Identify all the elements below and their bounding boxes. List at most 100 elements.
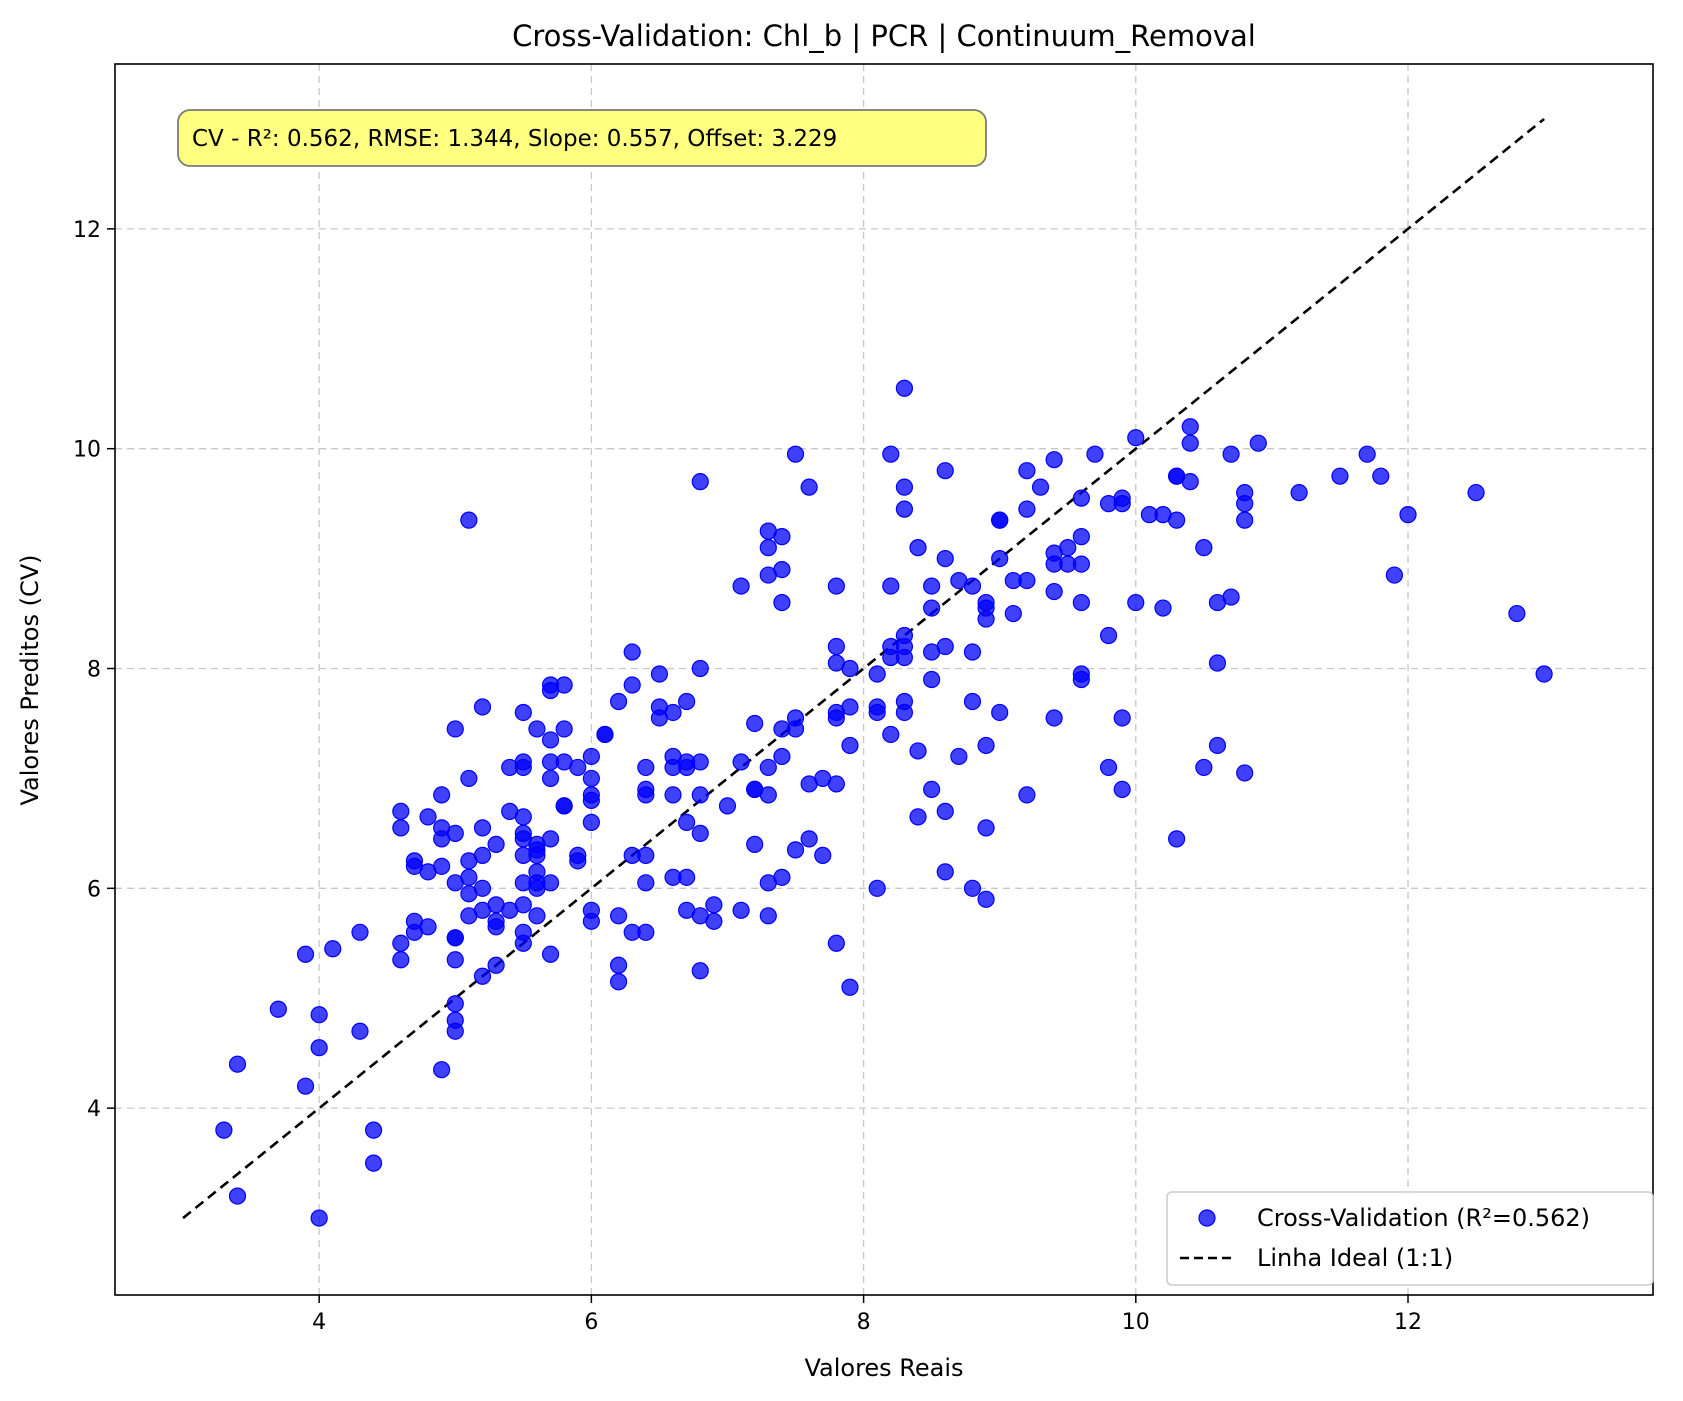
data-point <box>609 692 628 711</box>
data-point <box>895 648 914 667</box>
x-tick-label-6: 6 <box>584 1310 598 1335</box>
data-point <box>392 819 410 837</box>
data-point <box>909 539 927 557</box>
data-point <box>1331 467 1349 485</box>
x-axis-label: Valores Reais <box>804 1354 963 1382</box>
data-points-layer <box>215 379 1553 1227</box>
data-point <box>991 703 1009 722</box>
data-point <box>691 962 709 980</box>
data-point <box>977 736 995 755</box>
data-point <box>827 637 845 656</box>
data-point <box>773 560 791 579</box>
chart-title: Cross-Validation: Chl_b | PCR | Continuu… <box>512 19 1256 53</box>
data-point <box>936 549 954 568</box>
stats-text: CV - R²: 0.562, RMSE: 1.344, Slope: 0.55… <box>192 126 837 152</box>
data-point <box>446 951 464 969</box>
data-point <box>637 874 655 892</box>
data-point <box>991 511 1009 529</box>
data-point <box>868 879 886 897</box>
data-point <box>895 478 914 496</box>
data-point <box>923 577 941 595</box>
data-point <box>1072 670 1090 689</box>
data-point <box>1086 445 1104 463</box>
data-point <box>351 923 369 941</box>
data-point <box>923 780 941 799</box>
data-point <box>1127 593 1145 612</box>
data-point <box>1072 593 1090 612</box>
data-point <box>1222 445 1240 463</box>
y-tick-label-12: 12 <box>73 218 101 243</box>
legend-label-cross-validation: Cross-Validation (R²=0.562) <box>1257 1204 1590 1232</box>
data-point <box>936 802 954 820</box>
data-point <box>446 1022 464 1040</box>
data-point <box>705 896 723 914</box>
data-point <box>759 539 777 557</box>
data-point <box>868 703 886 722</box>
data-point <box>487 918 505 936</box>
data-point <box>460 769 478 788</box>
data-point <box>963 879 982 897</box>
data-point <box>1236 495 1254 513</box>
data-point <box>650 665 669 683</box>
data-point <box>541 945 560 963</box>
data-point <box>1168 511 1186 529</box>
data-point <box>514 896 532 914</box>
data-point <box>514 934 532 952</box>
data-point <box>1113 780 1131 799</box>
ideal-line <box>182 117 1545 1220</box>
data-point <box>555 676 573 694</box>
data-point <box>637 846 655 864</box>
legend-box <box>1166 1191 1654 1286</box>
data-point <box>882 725 900 744</box>
data-point <box>841 736 859 755</box>
data-point <box>1181 473 1199 491</box>
data-point <box>841 659 859 678</box>
data-point <box>1535 665 1553 683</box>
data-point <box>541 874 560 892</box>
data-point <box>310 1209 328 1227</box>
data-point <box>923 670 941 689</box>
data-point <box>963 692 982 711</box>
data-point <box>1290 484 1308 502</box>
data-point <box>392 934 410 952</box>
legend: Cross-Validation (R²=0.562) Linha Ideal … <box>1166 1191 1654 1286</box>
data-point <box>460 868 478 886</box>
data-point <box>732 577 750 595</box>
data-point <box>473 967 492 985</box>
data-point <box>1467 484 1485 502</box>
data-point <box>433 857 451 875</box>
data-point <box>1181 434 1199 452</box>
data-point <box>814 846 832 864</box>
data-point <box>365 1121 383 1139</box>
data-point <box>1385 566 1403 584</box>
data-point <box>473 698 492 716</box>
data-point <box>691 659 709 678</box>
data-point <box>473 879 492 897</box>
y-tick-label-4: 4 <box>87 1097 101 1122</box>
data-point <box>541 769 560 788</box>
data-point <box>786 720 805 738</box>
data-point <box>228 1187 247 1205</box>
x-axis-ticks: 4 6 8 10 12 <box>312 1295 1422 1335</box>
x-tick-label-12: 12 <box>1394 1310 1422 1335</box>
data-point <box>528 720 546 738</box>
data-point <box>678 813 696 831</box>
data-point <box>827 775 845 793</box>
data-point <box>1208 654 1227 672</box>
x-tick-label-8: 8 <box>857 1310 871 1335</box>
data-point <box>609 956 628 974</box>
data-point <box>732 753 750 771</box>
data-point <box>296 1077 315 1095</box>
data-point <box>1018 786 1036 804</box>
data-point <box>1099 758 1118 777</box>
data-point <box>800 830 818 848</box>
data-point <box>296 945 315 963</box>
data-point <box>691 824 709 842</box>
data-point <box>569 852 587 870</box>
data-point <box>460 511 478 529</box>
x-tick-label-4: 4 <box>312 1310 326 1335</box>
data-point <box>773 747 791 766</box>
data-point <box>1168 830 1186 848</box>
data-point <box>541 830 560 848</box>
data-point <box>895 379 914 397</box>
